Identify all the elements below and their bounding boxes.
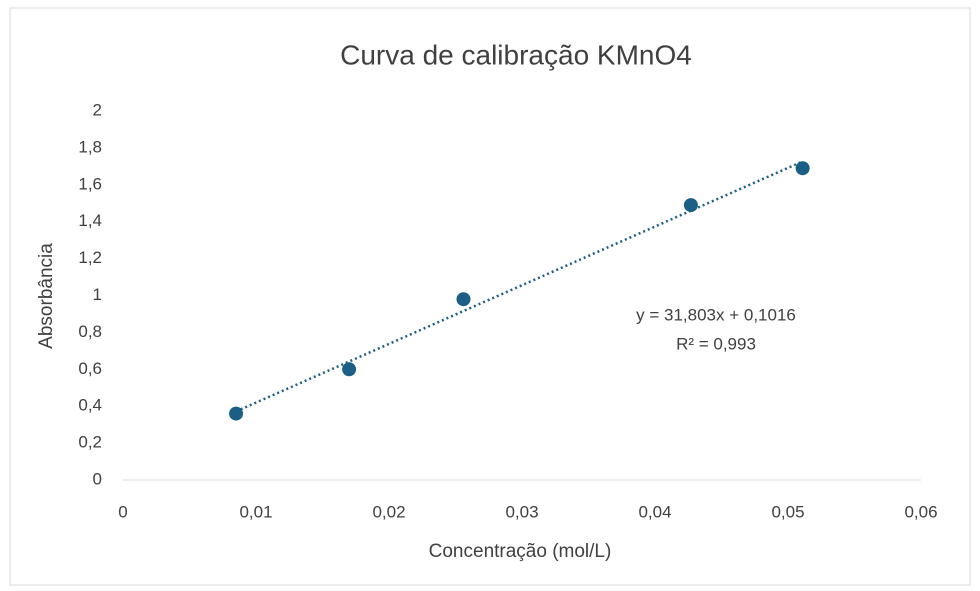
trendline-equation: y = 31,803x + 0,1016 xyxy=(636,305,796,324)
y-tick-label: 0 xyxy=(93,469,102,488)
y-tick-label: 2 xyxy=(93,100,102,119)
y-tick-label: 1,8 xyxy=(78,137,102,156)
x-tick-label: 0,03 xyxy=(505,502,538,521)
y-tick-label: 0,4 xyxy=(78,396,102,415)
data-point xyxy=(342,362,357,377)
x-tick-label: 0,02 xyxy=(372,502,405,521)
y-tick-label: 1,4 xyxy=(78,211,102,230)
y-tick-label: 0,8 xyxy=(78,322,102,341)
y-tick-label: 1,2 xyxy=(78,248,102,267)
x-tick-label: 0,06 xyxy=(904,502,937,521)
y-tick-label: 0,6 xyxy=(78,359,102,378)
y-tick-label: 0,2 xyxy=(78,433,102,452)
x-tick-label: 0 xyxy=(118,502,127,521)
chart-border xyxy=(9,7,971,586)
trendline xyxy=(235,160,804,413)
data-point xyxy=(683,198,698,213)
x-tick-label: 0,01 xyxy=(239,502,272,521)
y-tick-label: 1,6 xyxy=(78,174,102,193)
trendline-r2: R² = 0,993 xyxy=(676,334,756,353)
data-point xyxy=(456,292,471,307)
x-axis-title: Concentração (mol/L) xyxy=(429,541,612,562)
y-tick-label: 1 xyxy=(93,285,102,304)
y-axis-title: Absorbância xyxy=(36,243,57,349)
data-point xyxy=(229,406,244,421)
x-tick-label: 0,04 xyxy=(638,502,671,521)
chart-title: Curva de calibração KMnO4 xyxy=(340,39,692,70)
data-point xyxy=(795,161,810,176)
x-tick-label: 0,05 xyxy=(771,502,804,521)
